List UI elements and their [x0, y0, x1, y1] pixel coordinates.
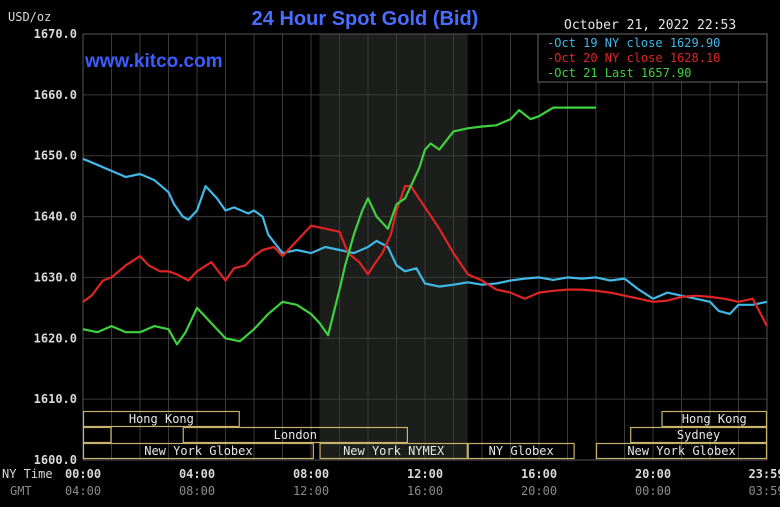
market-session-label: New York Globex: [627, 444, 735, 458]
x-tick-label-gmt: 12:00: [293, 484, 329, 498]
unit-label: USD/oz: [8, 10, 51, 24]
plot-border: [82, 33, 768, 461]
legend-box: [537, 33, 768, 83]
market-session-box: [82, 442, 314, 460]
y-tick-label: 1650.0: [34, 149, 77, 163]
market-session-label: New York Globex: [144, 444, 252, 458]
gmt-label: GMT: [10, 484, 32, 498]
market-session-label: Hong Kong: [682, 412, 747, 426]
market-session-box: [82, 426, 112, 444]
market-session-box: [630, 426, 768, 444]
timestamp: October 21, 2022 22:53: [564, 18, 736, 33]
market-session-label: New York NYMEX: [343, 444, 445, 458]
series-line-oct-21: [82, 106, 596, 346]
market-session-box: [82, 410, 240, 428]
market-session-box: [319, 442, 468, 460]
nymex-shade: [319, 34, 468, 460]
x-tick-label-gmt: 03:59: [748, 484, 780, 498]
x-tick-label-ny: 00:00: [65, 467, 101, 481]
y-tick-label: 1670.0: [34, 27, 77, 41]
market-session-box: [661, 410, 768, 428]
x-tick-label-gmt: 04:00: [65, 484, 101, 498]
legend: -Oct 19 NY close 1629.90-Oct 20 NY close…: [537, 33, 768, 83]
kitco-watermark: www.kitco.com: [84, 51, 223, 72]
market-session-box: [182, 426, 408, 444]
x-tick-label-ny: 23:59: [748, 467, 780, 481]
x-tick-label-gmt: 20:00: [521, 484, 557, 498]
market-session-label: London: [274, 428, 317, 442]
x-tick-label-gmt: 08:00: [179, 484, 215, 498]
ny-time-label: NY Time: [2, 467, 53, 481]
legend-entry: -Oct 20 NY close 1628.10: [547, 51, 720, 65]
y-tick-label: 1610.0: [34, 392, 77, 406]
series-line-oct-20: [82, 185, 768, 327]
x-tick-label-ny: 04:00: [179, 467, 215, 481]
market-session-label: Hong Kong: [129, 412, 194, 426]
x-tick-label-gmt: 00:00: [635, 484, 671, 498]
y-tick-label: 1660.0: [34, 88, 77, 102]
y-tick-label: 1600.0: [34, 453, 77, 467]
y-tick-label: 1620.0: [34, 331, 77, 345]
market-session-label: NY Globex: [489, 444, 554, 458]
x-tick-label-gmt: 16:00: [407, 484, 443, 498]
x-tick-label-ny: 16:00: [521, 467, 557, 481]
legend-entry: -Oct 19 NY close 1629.90: [547, 36, 720, 50]
market-session-box: [467, 442, 575, 460]
market-session-box: [595, 442, 768, 460]
x-tick-label-ny: 08:00: [293, 467, 329, 481]
y-tick-label: 1640.0: [34, 210, 77, 224]
x-tick-label-ny: 12:00: [407, 467, 443, 481]
legend-entry: -Oct 21 Last 1657.90: [547, 66, 692, 80]
market-session-label: Sydney: [677, 428, 720, 442]
y-tick-label: 1630.0: [34, 270, 77, 284]
x-tick-label-ny: 20:00: [635, 467, 671, 481]
series-line-oct-19: [82, 157, 768, 315]
chart-title: 24 Hour Spot Gold (Bid): [252, 8, 479, 30]
